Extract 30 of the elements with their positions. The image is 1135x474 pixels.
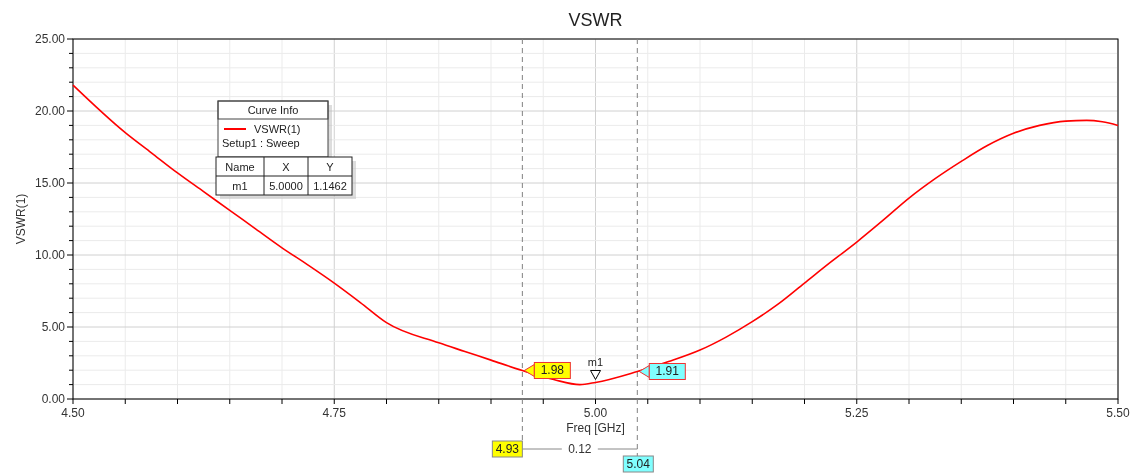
x-axis-title: Freq [GHz] xyxy=(566,421,625,435)
legend-title: Curve Info xyxy=(247,104,299,116)
x-tick-label: 5.25 xyxy=(845,406,869,420)
x-tick-label: 5.00 xyxy=(583,406,608,420)
y-axis-title: VSWR(1) xyxy=(14,193,28,245)
y-tick-label: 10.00 xyxy=(34,248,66,262)
y-tick-label: 0.00 xyxy=(41,392,66,406)
annotation: 1.91 xyxy=(655,364,680,379)
x-tick-label: 5.50 xyxy=(1106,406,1130,420)
line-series xyxy=(72,84,1119,386)
annotation: 1.1462 xyxy=(313,180,347,192)
annotation: m1 xyxy=(232,180,248,192)
annotation: m1 xyxy=(587,356,604,369)
chart-title: VSWR xyxy=(568,10,623,30)
annotation: Y xyxy=(326,161,335,173)
y-tick-label: 5.00 xyxy=(41,320,66,334)
x-tick-label: 4.50 xyxy=(61,406,85,420)
text: 0.12 xyxy=(568,442,592,456)
legend-label: VSWR(1) xyxy=(254,123,301,135)
x-tick-label: 4.75 xyxy=(322,406,347,420)
annotation: X xyxy=(282,161,291,173)
annotation: Name xyxy=(225,161,255,173)
ref-line-label: 4.93 xyxy=(495,442,520,456)
y-tick-label: 15.00 xyxy=(34,176,66,190)
annotation: 1.98 xyxy=(540,363,565,378)
y-tick-label: 20.00 xyxy=(34,104,66,118)
annotation: Setup1 : Sweep xyxy=(222,137,300,149)
annotation: 5.0000 xyxy=(269,180,303,192)
ref-line-label: 5.04 xyxy=(626,457,651,471)
y-tick-label: 25.00 xyxy=(34,32,66,46)
